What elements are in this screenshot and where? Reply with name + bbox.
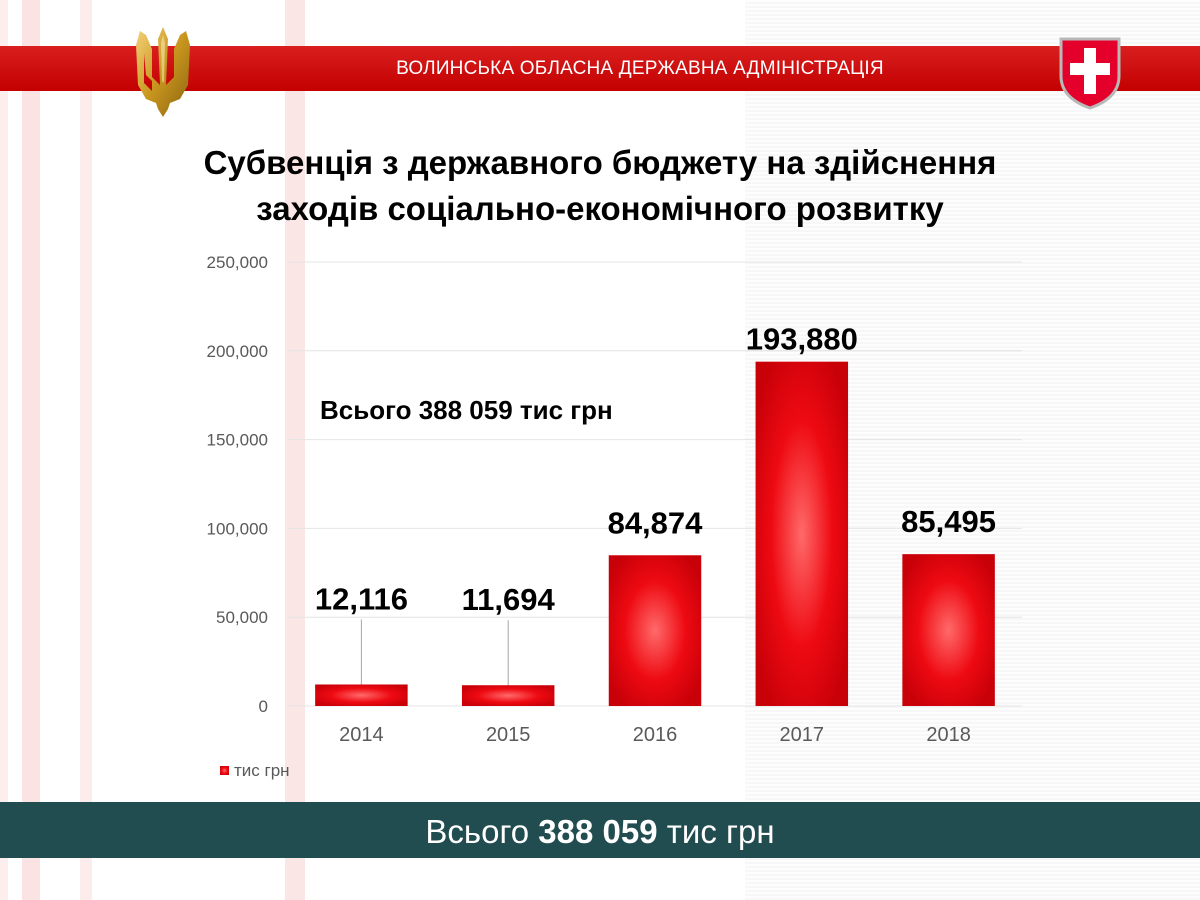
y-tick-label: 50,000	[216, 608, 268, 627]
chart-total-annotation: Всього 388 059 тис грн	[320, 395, 613, 425]
bar	[461, 685, 555, 706]
x-tick-label: 2018	[926, 724, 971, 746]
x-tick-label: 2016	[633, 724, 678, 746]
bar-chart: 0 50,000 100,000 150,000 200,000 250,000 2014…	[207, 253, 1022, 780]
footer-amount: 388 059	[538, 813, 658, 850]
background-stripes	[0, 0, 310, 900]
data-label: 193,880	[746, 322, 858, 357]
footer-band: Всього 388 059 тис грн	[0, 802, 1200, 858]
trident-icon	[136, 27, 190, 117]
data-label: 85,495	[901, 504, 996, 539]
legend-label: тис грн	[234, 761, 290, 780]
data-label: 12,116	[315, 581, 408, 616]
header-band: ВОЛИНСЬКА ОБЛАСНА ДЕРЖАВНА АДМІНІСТРАЦІЯ	[0, 46, 1200, 91]
data-label: 84,874	[608, 505, 704, 540]
x-tick-label: 2017	[780, 724, 825, 746]
data-label: 11,694	[462, 582, 556, 617]
bar	[902, 554, 995, 706]
y-tick-label: 200,000	[207, 342, 268, 361]
footer-total: Всього 388 059 тис грн	[0, 802, 1200, 858]
footer-prefix: Всього	[425, 813, 530, 850]
bar	[315, 684, 408, 706]
bar	[608, 555, 702, 706]
volyn-coat-of-arms-icon	[1059, 37, 1121, 110]
legend-swatch	[220, 766, 229, 775]
org-name: ВОЛИНСЬКА ОБЛАСНА ДЕРЖАВНА АДМІНІСТРАЦІЯ	[396, 58, 884, 79]
y-tick-label: 0	[259, 697, 268, 716]
y-tick-label: 250,000	[207, 253, 268, 272]
title-line-2: заходів соціально-економічного розвитку	[256, 190, 944, 227]
x-tick-label: 2014	[339, 724, 384, 746]
footer-suffix: тис грн	[666, 813, 775, 850]
y-tick-label: 100,000	[207, 519, 268, 538]
x-tick-label: 2015	[486, 724, 531, 746]
slide-title: Субвенція з державного бюджету на здійсн…	[60, 140, 1140, 232]
bar	[755, 361, 849, 706]
y-tick-label: 150,000	[207, 431, 268, 450]
title-line-1: Субвенція з державного бюджету на здійсн…	[203, 144, 997, 181]
